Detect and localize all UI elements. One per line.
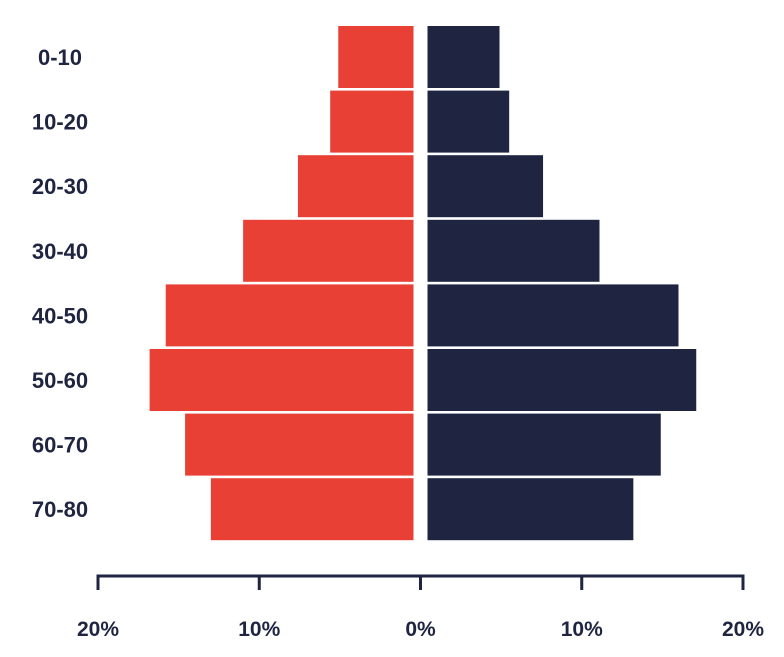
bar-left-0-10 [338, 26, 414, 88]
bar-left-20-30 [297, 155, 414, 218]
bar-right-70-80 [427, 478, 634, 541]
bar-right-40-50 [427, 284, 679, 347]
category-label: 70-80 [32, 497, 88, 522]
category-label: 30-40 [32, 239, 88, 264]
bar-right-20-30 [427, 155, 544, 218]
x-tick-label: 20% [722, 618, 764, 641]
x-tick-label: 10% [238, 618, 280, 641]
bar-left-60-70 [185, 413, 414, 476]
bar-left-40-50 [165, 284, 414, 347]
category-label: 10-20 [32, 110, 88, 135]
bar-right-60-70 [427, 413, 661, 476]
category-label: 0-10 [38, 45, 82, 70]
category-label: 40-50 [32, 303, 88, 328]
bar-right-0-10 [427, 26, 500, 88]
bar-left-30-40 [243, 219, 414, 282]
x-tick-label: 0% [405, 618, 436, 641]
bar-left-50-60 [149, 349, 414, 411]
bar-right-50-60 [427, 349, 697, 411]
x-tick-label: 20% [77, 618, 119, 641]
x-tick-label: 10% [561, 618, 603, 641]
bar-right-30-40 [427, 219, 600, 282]
bar-left-70-80 [210, 478, 414, 541]
category-label: 20-30 [32, 174, 88, 199]
bar-left-10-20 [330, 90, 414, 153]
category-label: 50-60 [32, 368, 88, 393]
bar-right-10-20 [427, 90, 510, 153]
category-label: 60-70 [32, 433, 88, 458]
